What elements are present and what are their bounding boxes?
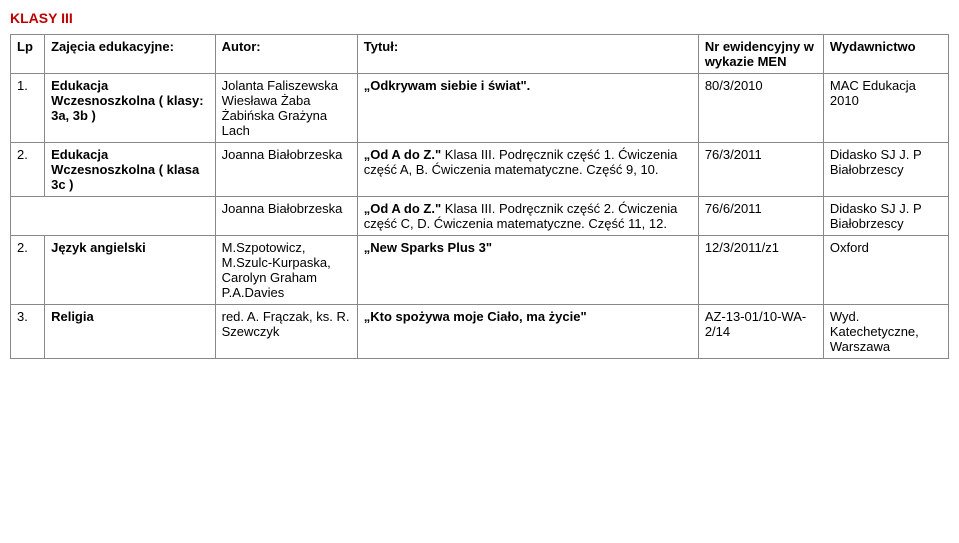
tytul-bold: „Odkrywam siebie i świat". xyxy=(364,78,531,93)
col-nr: Nr ewidencyjny w wykazie MEN xyxy=(698,35,823,74)
col-zajecia: Zajęcia edukacyjne: xyxy=(45,35,216,74)
table-header-row: Lp Zajęcia edukacyjne: Autor: Tytuł: Nr … xyxy=(11,35,949,74)
cell-nr: 76/6/2011 xyxy=(698,197,823,236)
page-title: KLASY III xyxy=(10,10,949,26)
cell-lp: 3. xyxy=(11,305,45,359)
table-row: 2. Język angielski M.Szpotowicz, M.Szulc… xyxy=(11,236,949,305)
cell-lp: 2. xyxy=(11,143,45,197)
cell-tytul: „Kto spożywa moje Ciało, ma życie" xyxy=(357,305,698,359)
cell-zajecia: Edukacja Wczesnoszkolna ( klasy: 3a, 3b … xyxy=(45,74,216,143)
cell-lp: 1. xyxy=(11,74,45,143)
table-row: Joanna Białobrzeska „Od A do Z." Klasa I… xyxy=(11,197,949,236)
col-wyd: Wydawnictwo xyxy=(823,35,948,74)
cell-autor: red. A. Frączak, ks. R. Szewczyk xyxy=(215,305,357,359)
tytul-bold: „Kto spożywa moje Ciało, ma życie" xyxy=(364,309,587,324)
cell-autor: Jolanta Faliszewska Wiesława Żaba Żabińs… xyxy=(215,74,357,143)
cell-tytul: „Od A do Z." Klasa III. Podręcznik część… xyxy=(357,197,698,236)
cell-wyd: MAC Edukacja 2010 xyxy=(823,74,948,143)
cell-nr: AZ-13-01/10-WA-2/14 xyxy=(698,305,823,359)
cell-blank xyxy=(11,197,216,236)
cell-nr: 12/3/2011/z1 xyxy=(698,236,823,305)
col-autor: Autor: xyxy=(215,35,357,74)
cell-nr: 80/3/2010 xyxy=(698,74,823,143)
cell-wyd: Didasko SJ J. P Białobrzescy xyxy=(823,197,948,236)
table-row: 3. Religia red. A. Frączak, ks. R. Szewc… xyxy=(11,305,949,359)
cell-autor: Joanna Białobrzeska xyxy=(215,197,357,236)
cell-nr: 76/3/2011 xyxy=(698,143,823,197)
cell-wyd: Wyd. Katechetyczne, Warszawa xyxy=(823,305,948,359)
col-tytul: Tytuł: xyxy=(357,35,698,74)
table-row: 2. Edukacja Wczesnoszkolna ( klasa 3c ) … xyxy=(11,143,949,197)
col-lp: Lp xyxy=(11,35,45,74)
cell-zajecia: Język angielski xyxy=(45,236,216,305)
tytul-bold: „Od A do Z." xyxy=(364,147,441,162)
tytul-bold: „Od A do Z." xyxy=(364,201,441,216)
cell-zajecia: Religia xyxy=(45,305,216,359)
textbook-table: Lp Zajęcia edukacyjne: Autor: Tytuł: Nr … xyxy=(10,34,949,359)
cell-wyd: Didasko SJ J. P Białobrzescy xyxy=(823,143,948,197)
table-row: 1. Edukacja Wczesnoszkolna ( klasy: 3a, … xyxy=(11,74,949,143)
cell-autor: M.Szpotowicz, M.Szulc-Kurpaska, Carolyn … xyxy=(215,236,357,305)
tytul-bold: „New Sparks Plus 3" xyxy=(364,240,492,255)
cell-autor: Joanna Białobrzeska xyxy=(215,143,357,197)
cell-tytul: „Od A do Z." Klasa III. Podręcznik część… xyxy=(357,143,698,197)
cell-lp: 2. xyxy=(11,236,45,305)
cell-wyd: Oxford xyxy=(823,236,948,305)
cell-tytul: „Odkrywam siebie i świat". xyxy=(357,74,698,143)
cell-zajecia: Edukacja Wczesnoszkolna ( klasa 3c ) xyxy=(45,143,216,197)
cell-tytul: „New Sparks Plus 3" xyxy=(357,236,698,305)
